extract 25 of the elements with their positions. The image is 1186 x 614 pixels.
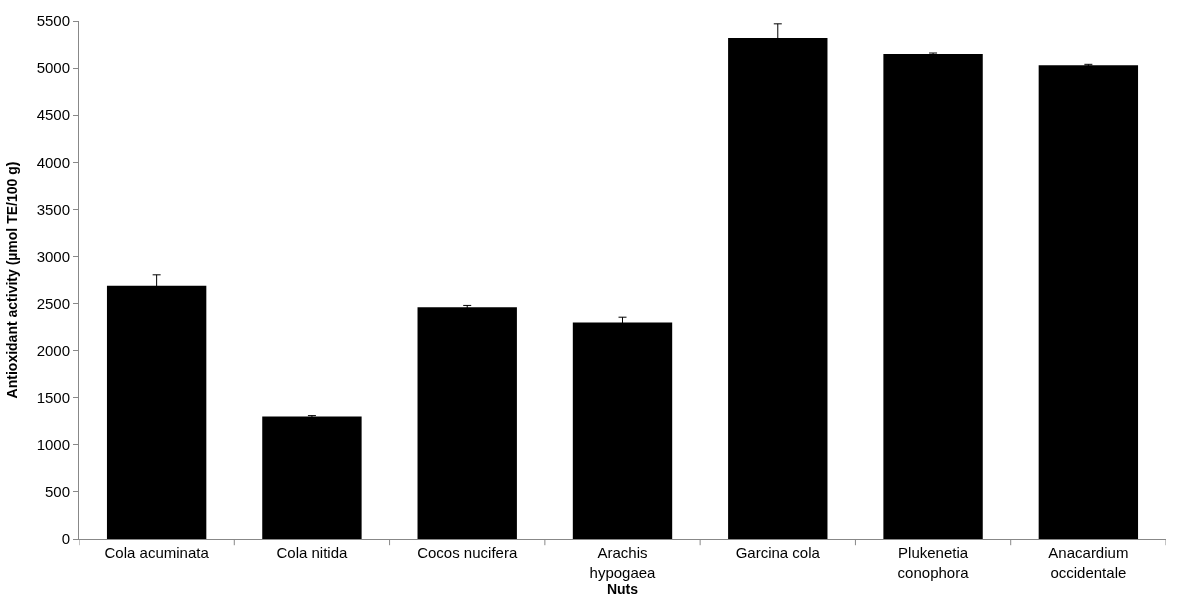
y-tick-label: 4000	[36, 153, 70, 171]
bar	[417, 307, 517, 539]
y-tick-label: 3500	[36, 200, 70, 218]
y-tick-label: 1000	[36, 436, 70, 454]
y-tick-label: 2500	[36, 294, 70, 312]
x-tick-label: Cola acuminata	[104, 544, 210, 561]
y-tick-label: 0	[61, 530, 70, 548]
y-tick-label: 3000	[36, 247, 70, 265]
x-tick-label: Arachis hypogaea	[589, 544, 657, 581]
y-tick-label: 5500	[36, 12, 70, 30]
bar	[1038, 65, 1139, 539]
y-tick-label: 4500	[36, 106, 70, 124]
x-tick-label: Anacardium occidentale	[1048, 544, 1129, 581]
x-tick-label: Garcina cola	[735, 544, 821, 561]
y-tick-label: 5000	[36, 59, 70, 77]
y-tick-label: 500	[44, 483, 70, 501]
bar	[262, 416, 362, 539]
y-axis-title: Antioxidant activity (µmol TE/100 g)	[4, 161, 21, 399]
x-tick-label: Cola nitida	[276, 544, 349, 561]
x-tick-label: Plukenetia conophora	[897, 544, 970, 581]
x-tick-label: Cocos nucifera	[417, 544, 518, 561]
y-tick-label: 2000	[36, 341, 70, 359]
x-axis-title: Nuts	[606, 580, 639, 597]
y-tick-label: 1500	[36, 388, 70, 406]
bar	[883, 53, 983, 539]
